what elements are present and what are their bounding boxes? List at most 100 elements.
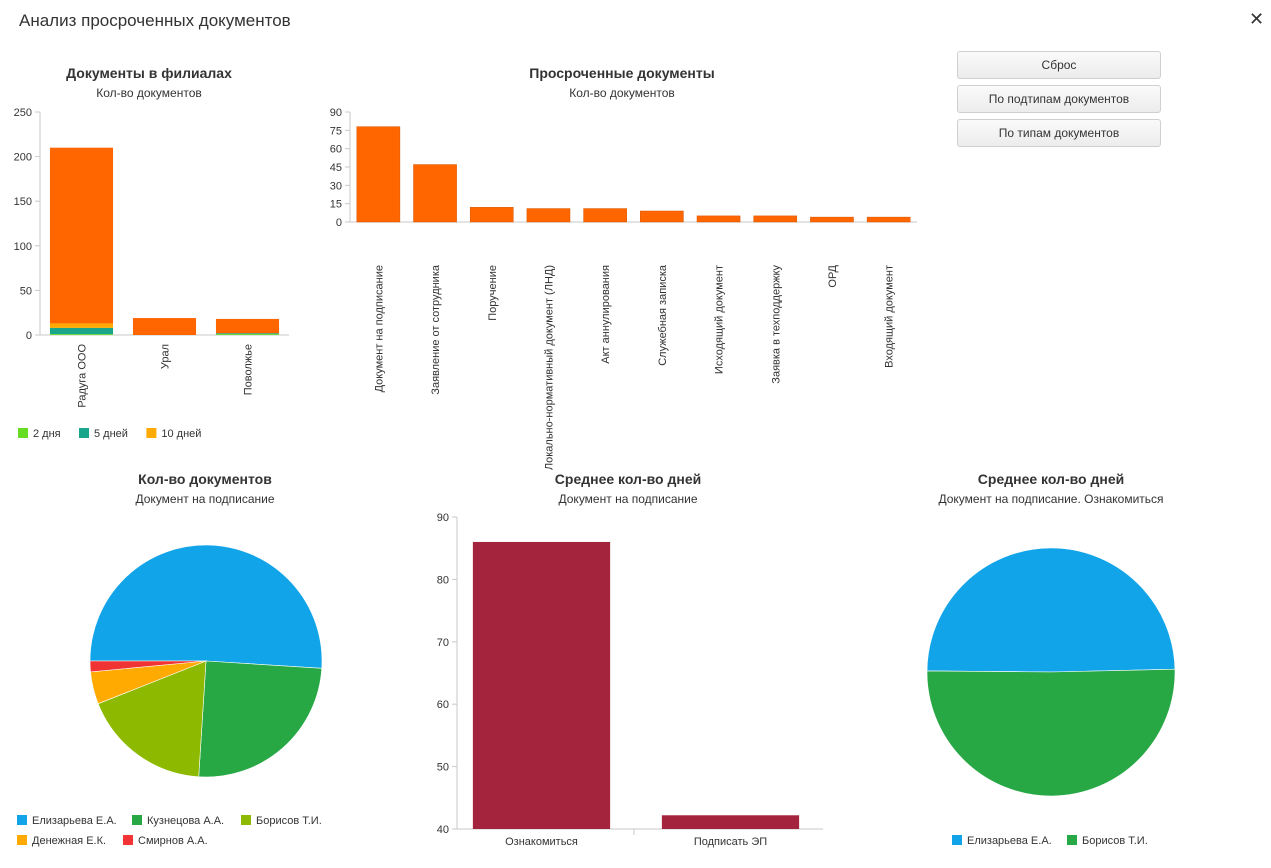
count-pie-legend-swatch [17,835,27,845]
overdue-x-tick-label: Поручение [487,265,499,321]
overdue-x-tick-label: Документ на подписание [373,265,385,392]
overdue-chart-subtitle: Кол-во документов [569,86,675,100]
overdue-x-tick-label: Исходящий документ [714,265,726,374]
overdue-x-tick-label: Акт аннулирования [600,265,612,364]
branches-legend-label: 5 дней [94,428,128,440]
count-pie-title: Кол-во документов [138,471,272,487]
avg-days-y-tick-label: 90 [437,512,449,524]
count-pie-subtitle: Документ на подписание [136,492,275,506]
branches-chart-title: Документы в филиалах [66,65,232,81]
count-pie-slice [97,660,207,778]
overdue-x-tick-label: Локально-нормативный документ (ЛНД) [543,265,555,470]
overdue-chart-title: Просроченные документы [529,65,714,81]
avg-days-chart-title: Среднее кол-во дней [555,471,701,487]
branches-legend-label: 10 дней [161,428,201,440]
branches-y-tick-label: 50 [20,285,32,297]
avg-days-y-tick-label: 50 [437,762,449,774]
count-pie-legend-label: Кузнецова А.А. [147,815,224,827]
count-pie-legend-swatch [132,815,142,825]
avg-days-pie-chart: Елизарьева Е.А. Борисов Т.И. [926,547,1176,847]
overdue-y-tick-label: 15 [330,199,342,211]
branches-bar-segment [49,147,114,324]
avg-days-x-tick-label: Ознакомиться [505,836,578,848]
branches-chart-subtitle: Кол-во документов [96,86,202,100]
overdue-bar [413,164,457,223]
count-pie-legend-label: Борисов Т.И. [256,815,322,827]
overdue-x-tick-label: Заявка в техподдержку [770,265,782,384]
close-icon[interactable]: ✕ [1249,9,1265,29]
avg-days-x-tick-label: Подписать ЭП [694,836,767,848]
branches-x-tick-label: Урал [160,344,172,369]
branches-legend-swatch [146,428,157,438]
avg-days-pie-slice [926,547,1176,673]
avg-days-bar [472,541,611,829]
branches-bar-segment [215,334,280,335]
by-subtypes-button[interactable]: По подтипам документов [957,85,1161,113]
overdue-x-tick-label: Служебная записка [657,264,669,366]
branches-legend-swatch [79,428,89,438]
overdue-bar [583,208,627,223]
avg-days-chart-subtitle: Документ на подписание [559,492,698,506]
overdue-bar [356,126,401,223]
reset-button[interactable]: Сброс [957,51,1161,79]
branches-bar-segment [215,333,280,335]
avg-days-bar [661,815,800,829]
overdue-y-tick-label: 0 [336,217,342,229]
branches-bar-segment [49,334,114,335]
overdue-bar [526,208,571,223]
avg-days-y-tick-label: 40 [437,824,449,836]
overdue-bar [640,210,684,223]
branches-bar-segment [49,323,114,328]
overdue-bar [810,216,854,223]
avg-days-y-tick-label: 80 [437,574,449,586]
count-pie-slice [198,660,323,778]
count-pie-legend-label: Елизарьева Е.А. [32,815,117,827]
branches-bar-segment [132,318,197,335]
branches-bar-segment [215,318,280,334]
avg-days-pie-slice [926,668,1176,797]
overdue-x-tick-label: ОРД [827,264,839,287]
overdue-chart: 0 15 30 45 60 75 90 Документ на подписание Заявл… [330,107,917,470]
overdue-y-tick-label: 60 [330,144,342,156]
overdue-y-tick-label: 30 [330,180,342,192]
branches-y-tick-label: 0 [26,330,32,342]
avg-days-pie-subtitle: Документ на подписание. Ознакомиться [938,492,1163,506]
overdue-bar [753,215,798,223]
overdue-bar [469,207,514,223]
overdue-x-tick-label: Входящий документ [884,265,896,368]
count-pie-slice [89,660,207,673]
overdue-bar [866,216,911,223]
avg-days-chart: 40 50 60 70 80 90 Ознакомиться Подписать ЭП [437,512,823,848]
branches-x-tick-label: Поволжье [243,344,255,395]
branches-legend-swatch [18,428,28,438]
avg-days-y-tick-label: 70 [437,637,449,649]
branches-legend-label: 2 дня [33,428,61,440]
branches-chart: 0 50 100 150 200 250 Радуга ООО Урал Поволжье 2 д… [14,107,289,440]
branches-y-tick-label: 100 [14,241,32,253]
branches-bar-segment [49,327,114,335]
count-pie-legend-swatch [123,835,133,845]
overdue-y-tick-label: 75 [330,125,342,137]
avg-days-pie-legend-label: Борисов Т.И. [1082,835,1148,847]
overdue-y-tick-label: 90 [330,107,342,119]
avg-days-pie-legend-label: Елизарьева Е.А. [967,835,1052,847]
count-pie-chart: Елизарьева Е.А. Кузнецова А.А. Борисов Т.И… [17,544,323,847]
branches-y-tick-label: 200 [14,152,32,164]
avg-days-y-tick-label: 60 [437,699,449,711]
branches-y-tick-label: 250 [14,107,32,119]
branches-x-tick-label: Радуга ООО [77,344,89,408]
count-pie-slice [89,544,323,669]
avg-days-pie-legend-swatch [952,835,962,845]
by-types-button[interactable]: По типам документов [957,119,1161,147]
overdue-x-tick-label: Заявление от сотрудника [430,264,442,395]
avg-days-pie-title: Среднее кол-во дней [978,471,1124,487]
branches-y-tick-label: 150 [14,196,32,208]
overdue-y-tick-label: 45 [330,162,342,174]
count-pie-legend-swatch [241,815,251,825]
overdue-bar [696,215,741,223]
count-pie-legend-label: Денежная Е.К. [32,835,106,847]
window-title: Анализ просроченных документов [19,11,291,30]
avg-days-pie-legend-swatch [1067,835,1077,845]
count-pie-legend-swatch [17,815,27,825]
